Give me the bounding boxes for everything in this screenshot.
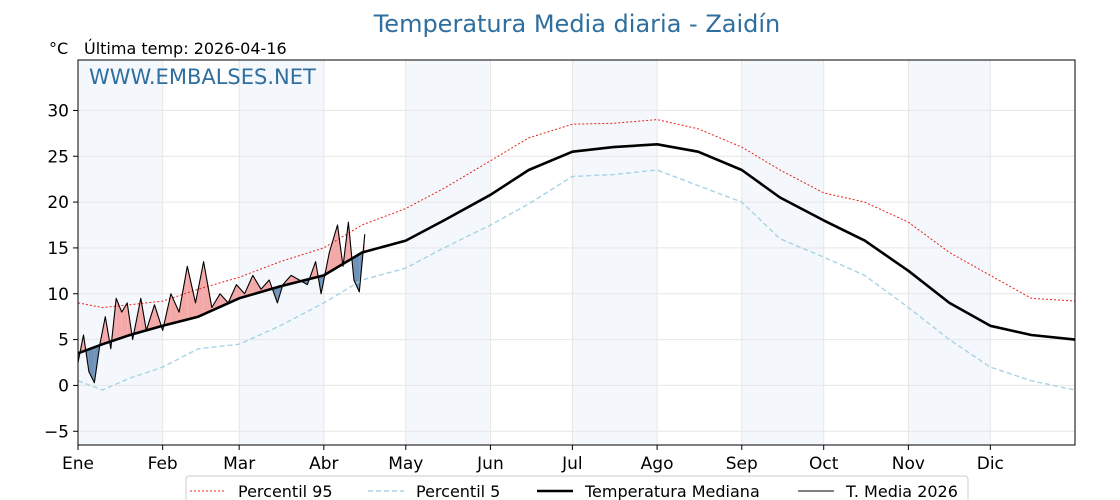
legend-label: Percentil 5 <box>416 482 500 500</box>
series-line-dashed <box>77 169 1076 391</box>
unit-label: °C <box>49 39 68 58</box>
y-tick-label: 30 <box>47 101 69 121</box>
month-band <box>239 60 324 445</box>
month-band <box>405 60 491 445</box>
anomaly-fill <box>170 293 180 324</box>
legend-box <box>185 475 969 500</box>
last-temp-label: Última temp: 2026-04-16 <box>84 39 287 58</box>
legend-label: T. Media 2026 <box>845 482 958 500</box>
anomaly-fill <box>252 275 262 295</box>
x-tick-label: Abr <box>309 454 338 474</box>
anomaly-fill <box>187 266 196 320</box>
month-band <box>908 60 991 445</box>
legend: Percentil 95 Percentil 5 Temperatura Media… <box>185 475 969 500</box>
series-line-solid-thin <box>77 221 366 384</box>
y-tick-label: −5 <box>44 422 69 442</box>
x-tick-label: Mar <box>223 454 255 474</box>
x-tick-label: Jul <box>561 454 583 474</box>
y-tick-label: 5 <box>58 331 69 351</box>
series-line-solid-bold <box>77 143 1076 355</box>
anomaly-fill <box>195 261 204 318</box>
series-line-dotted <box>77 119 1076 308</box>
month-band <box>78 60 163 445</box>
x-tick-label: Dic <box>977 454 1004 474</box>
x-tick-label: Oct <box>809 454 839 474</box>
x-tick-label: Feb <box>148 454 178 474</box>
anomaly-fill <box>236 284 245 300</box>
x-tick-label: Ago <box>641 454 674 474</box>
y-tick-label: 0 <box>58 376 69 396</box>
anomaly-fill <box>329 225 338 273</box>
x-axis: Ene Feb Mar Abr May Jun Jul Ago Sep Oct Nov Dic <box>62 445 1004 474</box>
x-tick-label: Sep <box>726 454 758 474</box>
watermark: WWW.EMBALSES.NET <box>89 65 316 89</box>
y-tick-label: 20 <box>47 193 69 213</box>
y-axis: −5 0 5 10 15 20 25 30 <box>44 101 78 442</box>
x-tick-label: Nov <box>892 454 925 474</box>
y-tick-label: 10 <box>47 285 69 305</box>
x-tick-label: Ene <box>62 454 94 474</box>
legend-label: Temperatura Mediana <box>584 482 760 500</box>
x-tick-label: May <box>388 454 423 474</box>
plot-frame <box>77 59 1076 446</box>
anomaly-fill <box>121 302 128 338</box>
y-tick-label: 25 <box>47 147 69 167</box>
series-lines <box>77 119 1076 391</box>
y-tick-label: 15 <box>47 239 69 259</box>
legend-label: Percentil 95 <box>238 482 333 500</box>
x-tick-label: Jun <box>476 454 504 474</box>
month-band <box>741 60 824 445</box>
month-band <box>572 60 658 445</box>
month-bands <box>78 60 991 445</box>
chart-title: Temperatura Media diaria - Zaidín <box>373 10 781 38</box>
